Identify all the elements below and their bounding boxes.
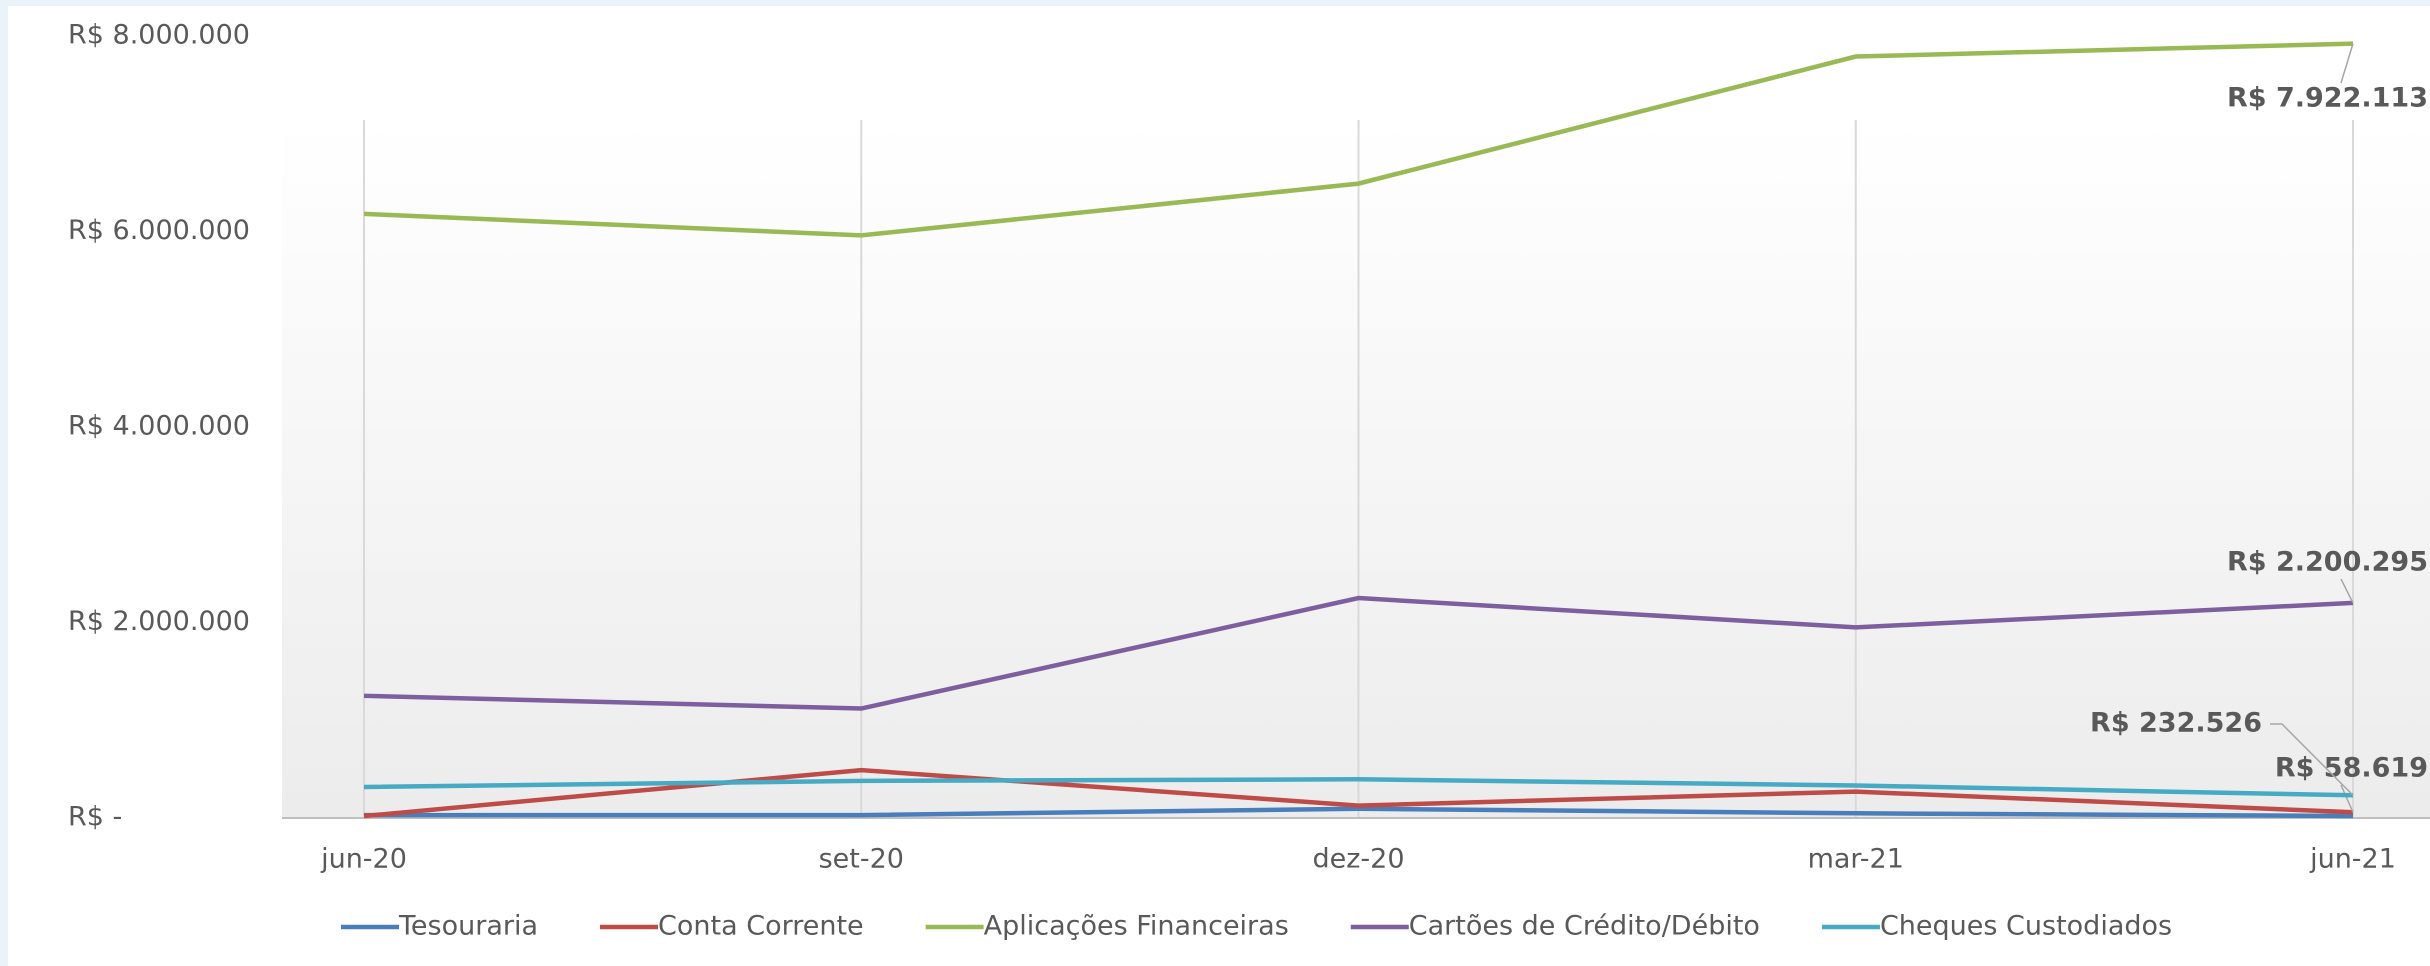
data-label: R$ 7.922.113 [2227, 83, 2428, 114]
legend-label: Tesouraria [398, 911, 538, 942]
y-tick-label: R$ 8.000.000 [68, 20, 250, 51]
series-line [363, 595, 2354, 711]
series-line [363, 41, 2354, 238]
x-tick-label: jun-20 [320, 844, 407, 875]
y-tick-label: R$ - [68, 802, 122, 833]
leader-line [2270, 723, 2354, 796]
data-label: R$ 232.526 [2090, 708, 2262, 739]
x-tick-label: dez-20 [1312, 844, 1404, 875]
leader-line [2340, 784, 2354, 813]
x-tick-label: jun-21 [2309, 844, 2396, 875]
series-line [364, 806, 2354, 819]
data-label: R$ 2.200.295 [2227, 547, 2428, 578]
y-tick-label: R$ 6.000.000 [68, 215, 250, 246]
legend-label: Cartões de Crédito/Débito [1409, 911, 1760, 942]
legend-label: Aplicações Financeiras [984, 911, 1289, 942]
x-tick-label: set-20 [819, 844, 904, 875]
legend-label: Conta Corrente [658, 911, 864, 942]
series-line [363, 767, 2354, 819]
leader-line [2340, 43, 2354, 84]
leader-line [2340, 578, 2354, 604]
y-tick-label: R$ 2.000.000 [68, 606, 250, 637]
series-line [363, 777, 2354, 798]
legend-label: Cheques Custodiados [1880, 911, 2172, 942]
y-tick-label: R$ 4.000.000 [68, 411, 250, 442]
data-label: R$ 58.619 [2275, 753, 2428, 784]
x-tick-label: mar-21 [1808, 844, 1904, 875]
